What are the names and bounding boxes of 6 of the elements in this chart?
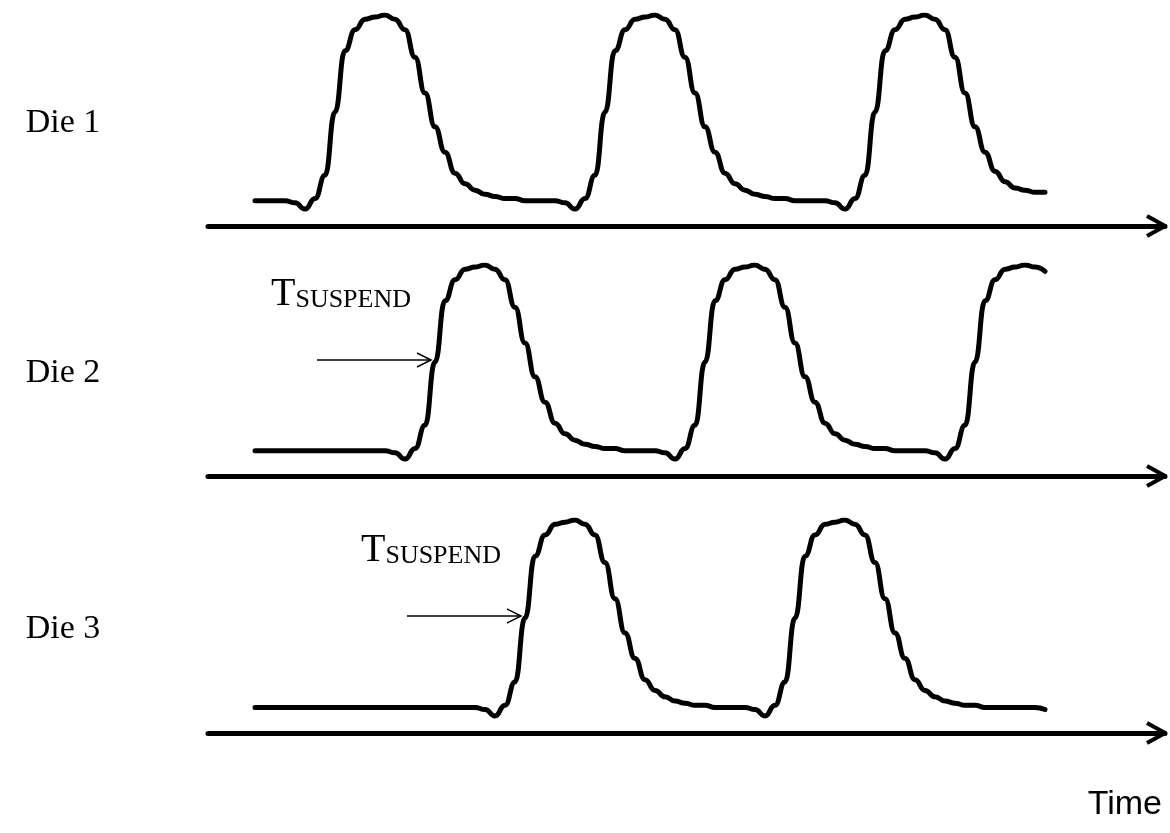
annotation: TSUSPEND — [361, 525, 502, 571]
x-axis-title: Time — [1087, 783, 1162, 821]
annotation: TSUSPEND — [271, 269, 412, 315]
y-axis-title: Die 3 — [25, 608, 101, 645]
y-axis-title: Die 2 — [25, 352, 101, 389]
y-axis-title: Die 1 — [25, 102, 101, 139]
